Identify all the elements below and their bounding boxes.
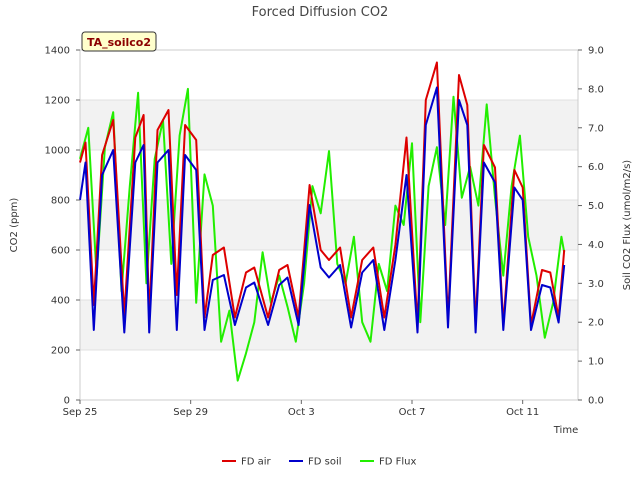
y-right-tick-label: 6.0 — [588, 162, 604, 173]
left-axis: 0 200 400 600 800 1000 1200 1400 — [45, 46, 80, 407]
y-left-tick-label: 1200 — [45, 96, 70, 107]
grid-band — [80, 350, 578, 400]
y-right-tick-label: 8.0 — [588, 84, 604, 95]
grid-band — [80, 200, 578, 250]
series-fd-air-line — [79, 61, 566, 326]
y-right-tick-label: 9.0 — [588, 46, 604, 57]
x-tick-label: Sep 25 — [63, 407, 98, 418]
y-right-tick-label: 7.0 — [588, 123, 604, 134]
chart-title: Forced Diffusion CO2 — [252, 5, 389, 20]
legend-label-fd-flux: FD Flux — [379, 457, 416, 468]
legend-label-fd-soil: FD soil — [308, 457, 342, 468]
y-left-tick-label: 800 — [51, 196, 70, 207]
x-axis-label: Time — [553, 425, 578, 436]
x-tick-label: Oct 7 — [399, 407, 426, 418]
y-right-tick-label: 3.0 — [588, 279, 604, 290]
right-axis: 0.0 1.0 2.0 3.0 4.0 5.0 6.0 7.0 8.0 9.0 — [578, 46, 604, 407]
plot-frame — [79, 49, 579, 401]
site-tag-box — [81, 31, 157, 52]
series-fd-soil-line — [79, 86, 566, 334]
grid-band — [80, 300, 578, 350]
x-axis: Sep 25 Sep 29 Oct 3 Oct 7 Oct 11 — [63, 400, 539, 418]
y-left-tick-label: 200 — [51, 346, 70, 357]
site-tag-label: TA_soilco2 — [87, 36, 151, 49]
y-right-tick-label: 1.0 — [588, 357, 604, 368]
y-axis-left-label: CO2 (ppm) — [9, 198, 20, 253]
x-tick-label: Oct 11 — [506, 407, 539, 418]
series-fd-flux-line — [79, 87, 566, 382]
y-left-tick-label: 0 — [64, 396, 70, 407]
y-left-tick-label: 600 — [51, 246, 70, 257]
y-left-tick-label: 1000 — [45, 146, 70, 157]
x-tick-label: Sep 29 — [173, 407, 208, 418]
y-right-tick-label: 5.0 — [588, 201, 604, 212]
y-left-tick-label: 400 — [51, 296, 70, 307]
x-tick-label: Oct 3 — [288, 407, 315, 418]
grid-band — [80, 100, 578, 150]
grid-band — [80, 50, 578, 100]
legend: FD air FD soil FD Flux — [222, 457, 416, 468]
site-tag: TA_soilco2 — [81, 31, 157, 52]
y-right-tick-label: 4.0 — [588, 240, 604, 251]
grid-band — [80, 250, 578, 300]
legend-label-fd-air: FD air — [241, 457, 272, 468]
y-right-tick-label: 2.0 — [588, 318, 604, 329]
y-right-tick-label: 0.0 — [588, 396, 604, 407]
series-layer — [79, 61, 566, 382]
y-left-tick-label: 1400 — [45, 46, 70, 57]
y-axis-right-label: Soil CO2 Flux (umol/m2/s) — [622, 160, 633, 290]
